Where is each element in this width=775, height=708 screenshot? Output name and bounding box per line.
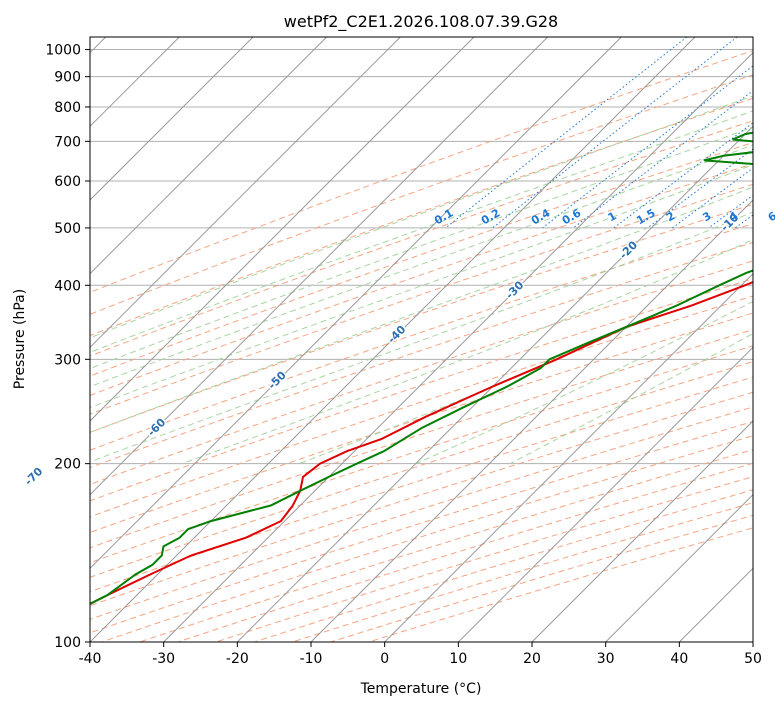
isotherm-line xyxy=(236,125,753,642)
moist-adiabat xyxy=(90,164,753,409)
y-tick-label: 300 xyxy=(54,352,81,368)
y-tick-label: 600 xyxy=(54,174,81,190)
mixing-ratio-line xyxy=(572,90,753,229)
mixing-ratio-line xyxy=(542,65,753,229)
dry-adiabat xyxy=(90,223,753,451)
y-axis-label: Pressure (hPa) xyxy=(12,289,28,389)
y-tick-label: 700 xyxy=(54,134,81,150)
x-tick-label: 40 xyxy=(670,651,688,667)
x-tick-label: 0 xyxy=(380,651,389,667)
isotherm-line xyxy=(531,420,753,642)
moist-adiabat xyxy=(90,110,753,353)
isotherm-line xyxy=(90,37,549,496)
x-tick-label: 20 xyxy=(523,651,541,667)
dry-adiabat xyxy=(90,391,753,607)
temperature-profile xyxy=(90,280,753,605)
x-tick-label: -20 xyxy=(226,651,249,667)
moist-adiabat xyxy=(415,300,753,465)
y-tick-label: 200 xyxy=(54,457,81,473)
dry-adiabat xyxy=(90,278,753,502)
isotherm-line xyxy=(90,37,696,642)
mixing-ratio-line xyxy=(672,167,753,229)
isotherm-line xyxy=(310,199,753,642)
data-layer xyxy=(90,131,753,605)
dry-adiabat xyxy=(90,97,753,337)
plot-frame xyxy=(89,36,754,643)
isotherm-line xyxy=(90,37,401,349)
isotherm-line xyxy=(90,37,622,570)
isotherm-line xyxy=(605,493,753,642)
y-tick-label: 900 xyxy=(54,70,81,86)
dry-adiabat xyxy=(90,142,753,377)
x-tick-label: -30 xyxy=(152,651,175,667)
x-tick-label: 10 xyxy=(449,651,467,667)
x-axis-label: Temperature (°C) xyxy=(360,681,482,697)
grid-layer xyxy=(90,37,753,642)
isotherm-line xyxy=(163,51,753,642)
x-tick-label: -10 xyxy=(300,651,323,667)
y-tick-label: 100 xyxy=(54,635,81,651)
dewpoint-profile xyxy=(90,131,753,605)
chart-title: wetPf2_C2E1.2026.108.07.39.G28 xyxy=(284,12,558,32)
y-tick-label: 400 xyxy=(54,278,81,294)
axis-layer: -40 -30 -20 -10 0 10 20 30 40 50 100 200 300 400 500 60… xyxy=(45,43,762,667)
isotherm-line xyxy=(384,272,753,642)
x-tick-label: -40 xyxy=(79,651,102,667)
isotherm-line xyxy=(90,37,254,201)
x-tick-label: 30 xyxy=(597,651,615,667)
y-tick-label: 800 xyxy=(54,100,81,116)
dry-adiabat xyxy=(90,74,753,315)
moist-adiabat xyxy=(90,211,753,463)
x-tick-label: 50 xyxy=(744,651,762,667)
dry-adiabat xyxy=(90,163,753,396)
dry-adiabat xyxy=(90,50,753,293)
isotherm-line xyxy=(457,346,753,642)
moist-adiabat xyxy=(90,126,753,370)
isotherm-line xyxy=(90,37,475,422)
isotherm-line xyxy=(90,37,328,275)
dry-adiabat xyxy=(90,183,753,415)
dry-adiabat xyxy=(90,329,753,549)
y-tick-label: 500 xyxy=(54,221,81,237)
y-tick-label: 1000 xyxy=(45,43,81,59)
mixing-ratio-label: 6 xyxy=(766,209,775,224)
